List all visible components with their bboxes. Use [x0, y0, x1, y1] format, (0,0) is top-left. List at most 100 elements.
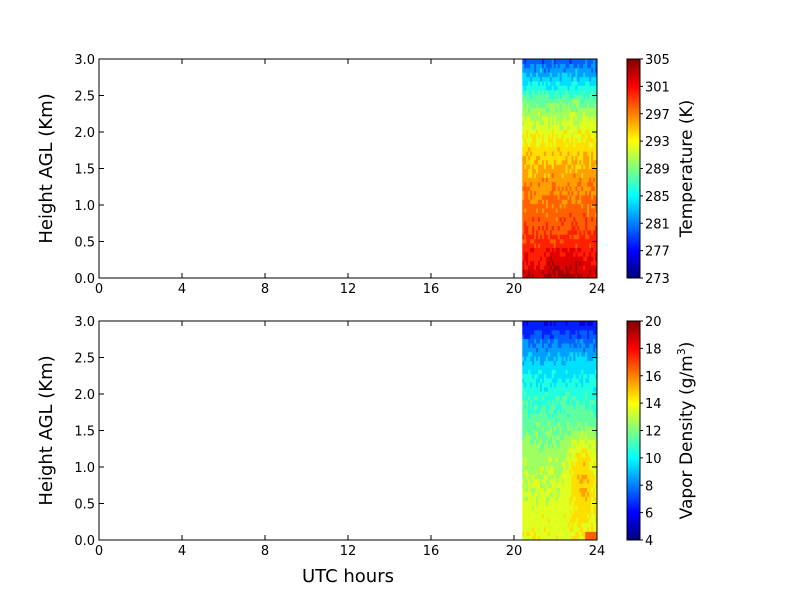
heatmap-cell — [536, 329, 539, 335]
heatmap-cell — [579, 504, 582, 510]
heatmap-cell — [538, 260, 541, 266]
heatmap-cell — [583, 146, 586, 152]
heatmap-cell — [524, 469, 527, 475]
heatmap-cell — [543, 461, 547, 467]
heatmap-cell — [585, 251, 588, 257]
heatmap-cell — [543, 338, 547, 344]
heatmap-cell — [575, 412, 578, 418]
heatmap-cell — [543, 513, 547, 519]
heatmap-cell — [522, 487, 525, 493]
heatmap-cell — [585, 181, 588, 187]
heatmap-cell — [591, 199, 594, 205]
heatmap-cell — [557, 146, 561, 152]
heatmap-cell — [589, 474, 592, 480]
heatmap-cell — [563, 469, 567, 475]
heatmap-cell — [553, 155, 557, 161]
heatmap-cell — [557, 256, 561, 262]
heatmap-cell — [530, 207, 533, 213]
heatmap-cell — [541, 89, 545, 95]
heatmap-cell — [551, 434, 555, 440]
heatmap-cell — [575, 426, 578, 432]
heatmap-cell — [541, 535, 545, 540]
heatmap-cell — [530, 509, 533, 515]
heatmap-cell — [583, 186, 586, 191]
heatmap-cell — [547, 487, 551, 493]
heatmap-cell — [551, 461, 555, 467]
heatmap-cell — [555, 513, 559, 519]
heatmap-cell — [536, 67, 539, 73]
heatmap-cell — [538, 404, 541, 410]
heatmap-cell — [573, 172, 576, 178]
heatmap-cell — [534, 500, 537, 506]
heatmap-cell — [587, 478, 590, 484]
heatmap-cell — [569, 168, 573, 174]
heatmap-cell — [571, 181, 575, 187]
heatmap-cell — [581, 177, 584, 183]
heatmap-cell — [591, 216, 594, 222]
heatmap-cell — [567, 212, 571, 218]
heatmap-cell — [526, 133, 529, 139]
heatmap-cell — [539, 487, 543, 493]
heatmap-cell — [577, 76, 580, 82]
heatmap-cell — [573, 448, 576, 453]
heatmap-cell — [549, 373, 553, 379]
heatmap-cell — [569, 102, 573, 108]
heatmap-cell — [538, 347, 541, 353]
heatmap-cell — [583, 107, 586, 113]
heatmap-cell — [569, 426, 573, 432]
heatmap-cell — [530, 364, 533, 370]
heatmap-cell — [524, 256, 527, 262]
heatmap-cell — [571, 146, 575, 152]
heatmap-cell — [563, 85, 567, 91]
heatmap-cell — [569, 356, 573, 362]
heatmap-cell — [565, 133, 569, 139]
heatmap-cell — [551, 234, 555, 240]
heatmap-cell — [583, 164, 586, 170]
heatmap-cell — [571, 107, 575, 113]
heatmap-cell — [561, 522, 565, 528]
heatmap-cell — [538, 456, 541, 462]
heatmap-cell — [555, 369, 559, 375]
heatmap-cell — [569, 251, 573, 257]
heatmap-cell — [569, 321, 573, 326]
heatmap-cell — [567, 465, 571, 471]
heatmap-cell — [530, 242, 533, 248]
heatmap-cell — [539, 509, 543, 515]
heatmap-cell — [526, 59, 529, 64]
heatmap-cell — [530, 59, 533, 64]
heatmap-cell — [549, 342, 553, 348]
heatmap-cell — [536, 504, 539, 510]
heatmap-cell — [551, 386, 555, 392]
heatmap-cell — [553, 221, 557, 227]
heatmap-cell — [553, 399, 557, 405]
heatmap-cell — [547, 329, 551, 335]
heatmap-cell — [559, 373, 563, 379]
heatmap-cell — [589, 364, 592, 370]
heatmap-cell — [581, 483, 584, 489]
heatmap-cell — [549, 260, 553, 266]
heatmap-cell — [522, 426, 525, 432]
heatmap-cell — [585, 391, 588, 397]
colorbar-tick-label: 281 — [645, 217, 670, 232]
heatmap-cell — [591, 531, 594, 537]
heatmap-cell — [532, 199, 535, 205]
heatmap-cell — [538, 59, 541, 64]
heatmap-cell — [553, 535, 557, 540]
heatmap-cell — [583, 321, 586, 326]
heatmap-cell — [587, 417, 590, 423]
heatmap-cell — [551, 399, 555, 405]
heatmap-cell — [559, 256, 563, 262]
heatmap-cell — [571, 469, 575, 475]
heatmap-cell — [561, 177, 565, 183]
heatmap-cell — [589, 443, 592, 449]
heatmap-cell — [528, 364, 531, 370]
heatmap-cell — [589, 203, 592, 209]
heatmap-cell — [555, 347, 559, 353]
heatmap-cell — [559, 526, 563, 532]
heatmap-cell — [541, 522, 545, 528]
heatmap-cell — [557, 80, 561, 86]
heatmap-cell — [528, 426, 531, 432]
heatmap-cell — [567, 364, 571, 370]
heatmap-cell — [593, 234, 596, 240]
heatmap-cell — [561, 172, 565, 178]
